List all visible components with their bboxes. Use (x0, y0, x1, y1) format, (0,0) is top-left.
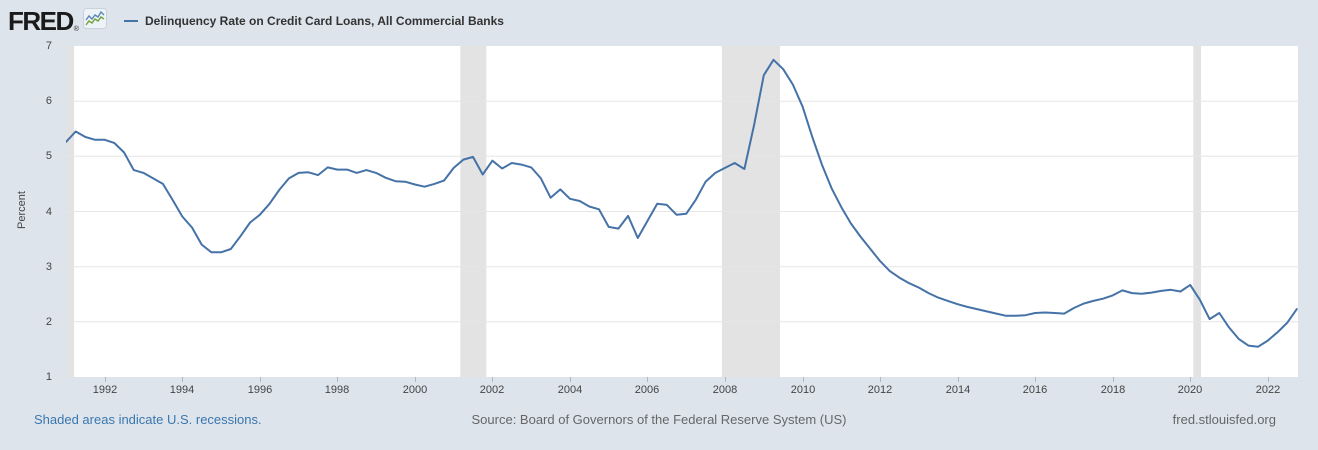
x-tick-mark (1113, 377, 1114, 382)
x-tick-label: 1992 (92, 384, 118, 396)
chart-legend: Delinquency Rate on Credit Card Loans, A… (124, 13, 504, 29)
x-tick-label: 2010 (790, 384, 816, 396)
fred-logo-text: FRED (8, 6, 74, 36)
x-tick-label: 2004 (557, 384, 583, 396)
x-tick-mark (182, 377, 183, 382)
x-tick-mark (415, 377, 416, 382)
y-tick-label: 4 (45, 205, 52, 218)
x-tick-mark (260, 377, 261, 382)
line-chart (66, 46, 1298, 377)
x-tick-label: 2000 (402, 384, 428, 396)
x-tick-label: 2008 (712, 384, 738, 396)
series-title: Delinquency Rate on Credit Card Loans, A… (145, 14, 504, 28)
data-series-line (66, 58, 1298, 348)
y-tick-label: 3 (45, 260, 52, 273)
source-attribution: Source: Board of Governors of the Federa… (471, 412, 847, 427)
x-tick-mark (337, 377, 338, 382)
y-tick-label: 2 (45, 315, 52, 328)
x-tick-label: 2018 (1100, 384, 1126, 396)
x-tick-mark (725, 377, 726, 382)
x-tick-mark (647, 377, 648, 382)
x-tick-mark (1035, 377, 1036, 382)
x-tick-mark (1268, 377, 1269, 382)
fred-logo[interactable]: FRED ® (8, 8, 107, 34)
plot-area[interactable] (66, 46, 1298, 377)
y-tick-label: 6 (45, 95, 52, 108)
x-tick-mark (492, 377, 493, 382)
chart-footer: Shaded areas indicate U.S. recessions. S… (0, 412, 1318, 432)
legend-line-sample (124, 20, 138, 22)
x-tick-mark (880, 377, 881, 382)
recession-note-link[interactable]: Shaded areas indicate U.S. recessions. (34, 412, 262, 427)
x-tick-label: 2012 (867, 384, 893, 396)
x-tick-mark (803, 377, 804, 382)
x-tick-label: 2020 (1177, 384, 1203, 396)
x-tick-mark (958, 377, 959, 382)
chart-header: FRED ® Delinquency Rate on Credit Card L… (0, 0, 1318, 40)
x-tick-label: 1994 (169, 384, 195, 396)
x-tick-label: 2006 (634, 384, 660, 396)
x-tick-label: 2014 (945, 384, 971, 396)
x-tick-label: 1996 (247, 384, 273, 396)
x-tick-label: 2002 (479, 384, 505, 396)
x-tick-label: 2022 (1255, 384, 1281, 396)
x-tick-mark (570, 377, 571, 382)
registered-trademark: ® (73, 26, 79, 33)
fred-sparkline-icon (82, 8, 107, 34)
x-tick-mark (105, 377, 106, 382)
y-tick-label: 7 (45, 40, 52, 52)
fred-site-link[interactable]: fred.stlouisfed.org (1172, 412, 1276, 427)
y-axis-title: Percent (16, 191, 28, 229)
x-tick-mark (1190, 377, 1191, 382)
x-tick-label: 1998 (324, 384, 350, 396)
x-tick-label: 2016 (1022, 384, 1048, 396)
y-tick-label: 1 (45, 371, 52, 383)
y-tick-label: 5 (45, 150, 52, 163)
